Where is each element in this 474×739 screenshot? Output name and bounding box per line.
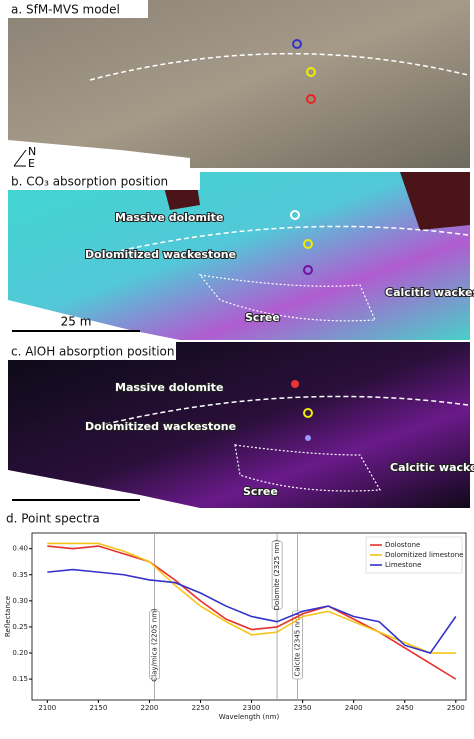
scale-label: 25 m bbox=[61, 315, 92, 329]
arrow bbox=[13, 149, 27, 167]
title-bg bbox=[8, 172, 200, 190]
mask bbox=[8, 140, 190, 168]
y-axis-label: Reflectance bbox=[4, 596, 12, 637]
region-label: Calcitic wackestone bbox=[385, 286, 474, 299]
boundary bbox=[89, 395, 469, 429]
y-tick-label: 0.35 bbox=[12, 571, 28, 579]
scree-outline bbox=[198, 274, 376, 322]
scale-label: 25 m bbox=[61, 484, 92, 498]
legend-label: Dolostone bbox=[385, 541, 420, 549]
chart: 2100 2150 2200 2250 2300 2350 2400 2450 2500 0.15… bbox=[4, 532, 467, 721]
point bbox=[291, 380, 299, 388]
region-label: Scree bbox=[243, 485, 278, 498]
title-bg bbox=[8, 342, 176, 360]
legend-label: Limestone bbox=[385, 561, 421, 569]
scree-outline bbox=[234, 444, 381, 492]
point bbox=[306, 94, 316, 104]
annotation-box bbox=[292, 610, 303, 680]
point bbox=[305, 435, 311, 441]
east: E bbox=[28, 157, 35, 170]
map bbox=[8, 342, 470, 508]
region-label: Massive dolomite bbox=[115, 381, 223, 394]
point bbox=[290, 210, 300, 220]
panel-c: c. AlOH absorption position Massive dolo… bbox=[8, 342, 474, 508]
map bbox=[8, 172, 470, 340]
x-axis-label: Wavelength (nm) bbox=[219, 713, 280, 721]
dark-region bbox=[400, 172, 470, 230]
mask bbox=[8, 470, 200, 508]
point bbox=[306, 67, 316, 77]
plot-frame bbox=[31, 532, 467, 701]
x-tick-label: 2350 bbox=[294, 704, 312, 712]
panel-title: a. SfM-MVS model bbox=[11, 3, 120, 17]
series-line bbox=[47, 542, 456, 654]
x-tick-label: 2250 bbox=[192, 704, 210, 712]
region-label: Dolomitized wackestone bbox=[85, 248, 236, 261]
panel-title: c. AlOH absorption position bbox=[11, 345, 175, 359]
panel-title: b. CO₃ absorption position bbox=[11, 175, 168, 189]
panel-b: b. CO₃ absorption position Massive dolom… bbox=[8, 172, 474, 340]
annotation: Clay/mica (2205 nm) bbox=[151, 608, 159, 682]
y-tick-label: 0.30 bbox=[12, 597, 28, 605]
x-tick-label: 2200 bbox=[141, 704, 159, 712]
point bbox=[303, 239, 313, 249]
x-tick-label: 2300 bbox=[243, 704, 261, 712]
boundary bbox=[89, 225, 469, 259]
region-label: Scree bbox=[245, 311, 280, 324]
annotation-box bbox=[271, 540, 283, 610]
y-tick-label: 0.15 bbox=[12, 675, 28, 683]
point bbox=[303, 408, 313, 418]
region-label: Calcitic wackestone bbox=[390, 461, 474, 474]
annotation-box bbox=[149, 610, 160, 680]
y-tick-label: 0.20 bbox=[12, 649, 28, 657]
y-tick-label: 0.40 bbox=[12, 545, 28, 553]
region-label: Massive dolomite bbox=[115, 211, 223, 224]
point bbox=[303, 265, 313, 275]
photo bbox=[8, 0, 470, 168]
title-bg bbox=[8, 0, 148, 18]
region-label: Dolomitized wackestone bbox=[85, 420, 236, 433]
annotation: Calcite (2345 nm) bbox=[294, 613, 302, 676]
series-line bbox=[47, 545, 457, 680]
x-tick-label: 2450 bbox=[396, 704, 414, 712]
y-tick-label: 0.25 bbox=[12, 623, 28, 631]
x-tick-label: 2400 bbox=[345, 704, 363, 712]
north: N bbox=[28, 145, 36, 158]
x-tick-label: 2150 bbox=[89, 704, 107, 712]
panel-a: a. SfM-MVS model N E bbox=[8, 0, 470, 170]
boundary bbox=[89, 52, 469, 81]
point bbox=[292, 39, 302, 49]
x-tick-label: 2500 bbox=[447, 704, 465, 712]
chart-title: d. Point spectra bbox=[6, 512, 100, 526]
legend-label: Dolomitized limestone bbox=[385, 551, 463, 559]
x-tick-label: 2100 bbox=[38, 704, 56, 712]
annotation: Dolomite (2325 nm) bbox=[273, 539, 281, 610]
series-line bbox=[47, 568, 457, 654]
